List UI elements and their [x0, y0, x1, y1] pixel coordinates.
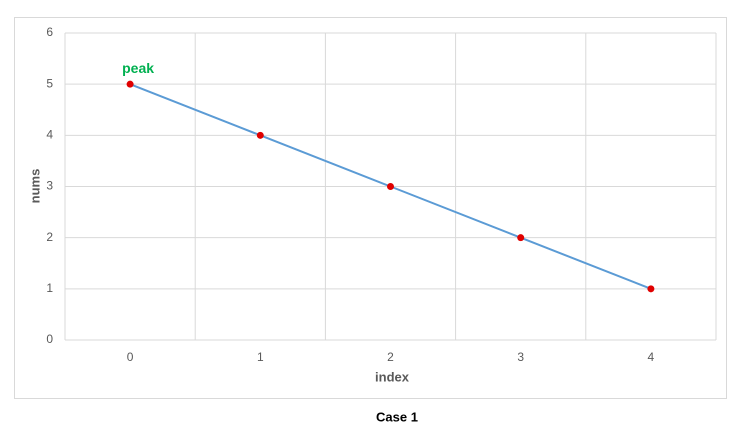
y-tick-label: 5: [46, 76, 53, 90]
data-point: [387, 183, 394, 190]
x-tick-label: 2: [387, 350, 394, 364]
x-axis-label: index: [375, 369, 410, 384]
chart-frame: [14, 17, 727, 399]
y-tick-label: 4: [46, 128, 53, 142]
y-axis-label: nums: [27, 169, 42, 204]
caption: Case 1: [376, 409, 418, 424]
data-point: [256, 131, 264, 139]
x-tick-label: 3: [517, 350, 524, 364]
annotation: peak: [122, 60, 154, 76]
x-tick-label: 0: [127, 350, 134, 364]
y-tick-label: 0: [46, 332, 53, 346]
y-tick-label: 3: [46, 179, 53, 193]
data-point: [647, 285, 655, 293]
y-tick-label: 2: [46, 230, 53, 244]
data-point: [126, 80, 134, 88]
y-tick-label: 6: [46, 25, 53, 39]
data-point: [517, 234, 525, 242]
x-tick-label: 4: [648, 350, 655, 364]
x-tick-label: 1: [257, 350, 264, 364]
y-tick-label: 1: [46, 281, 53, 295]
